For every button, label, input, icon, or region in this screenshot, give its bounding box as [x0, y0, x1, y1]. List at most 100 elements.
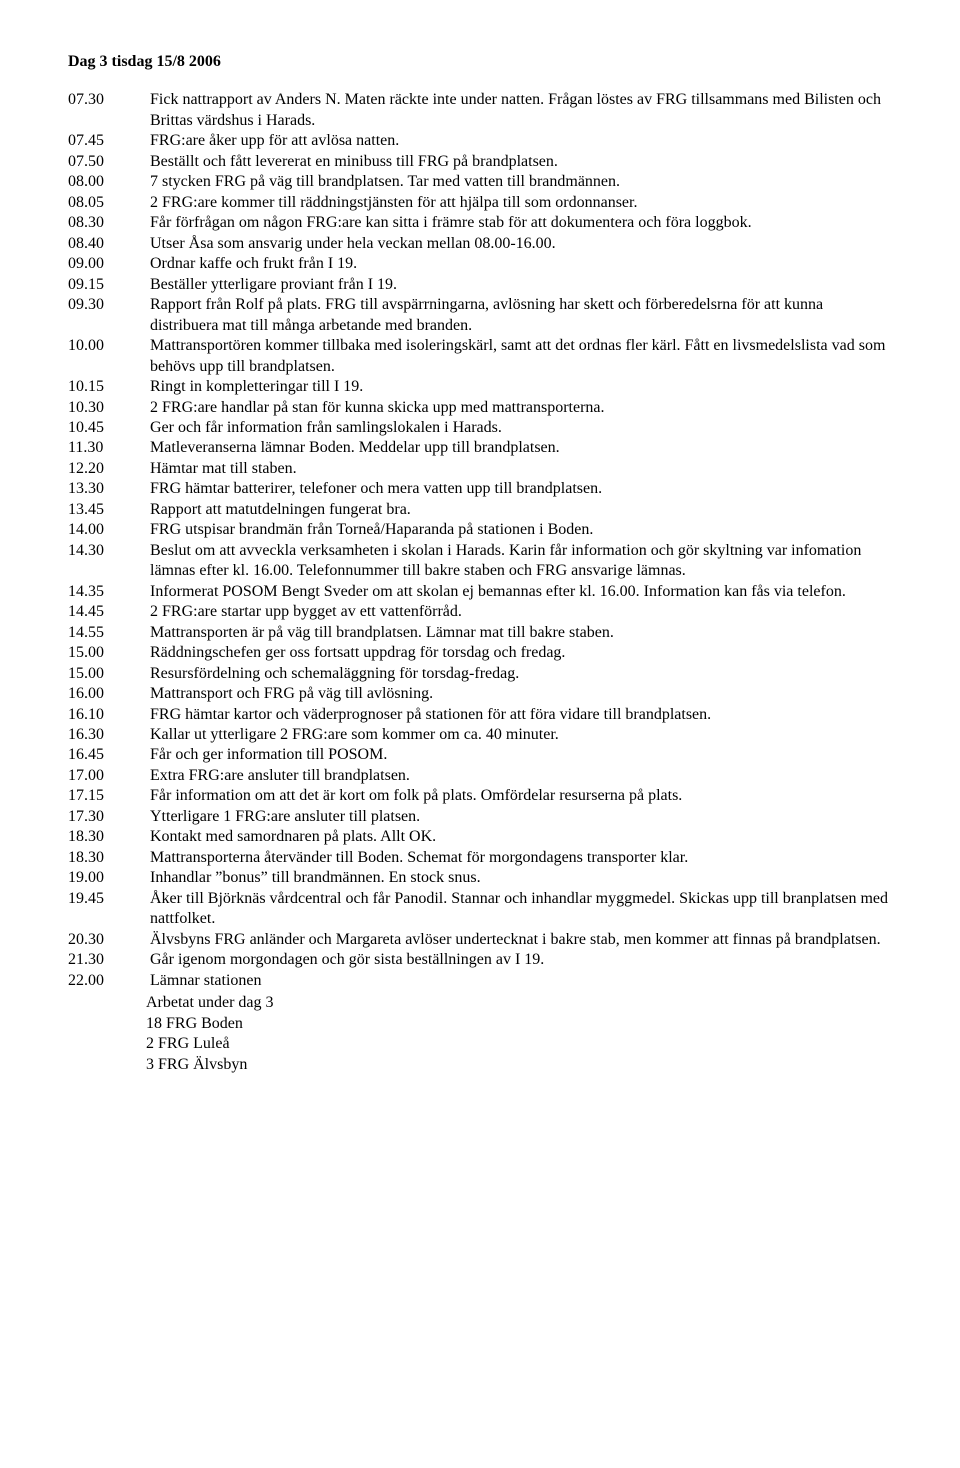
footer-line: 18 FRG Boden — [68, 1014, 892, 1034]
entry-text: Fick nattrapport av Anders N. Maten räck… — [150, 90, 892, 131]
log-entry: 09.15Beställer ytterligare proviant från… — [68, 275, 892, 295]
entry-time: 09.30 — [68, 295, 150, 315]
log-entry: 22.00Lämnar stationen — [68, 971, 892, 991]
log-entry: 14.00FRG utspisar brandmän från Torneå/H… — [68, 520, 892, 540]
entry-text: FRG hämtar batterirer, telefoner och mer… — [150, 479, 892, 499]
footer-heading: Arbetat under dag 3 — [68, 993, 892, 1013]
entry-time: 12.20 — [68, 459, 150, 479]
entry-text: Matleveranserna lämnar Boden. Meddelar u… — [150, 438, 892, 458]
entry-time: 07.50 — [68, 152, 150, 172]
entry-time: 16.00 — [68, 684, 150, 704]
entry-text: Får och ger information till POSOM. — [150, 745, 892, 765]
entry-time: 17.00 — [68, 766, 150, 786]
entry-text: Inhandlar ”bonus” till brandmännen. En s… — [150, 868, 892, 888]
log-entry: 12.20Hämtar mat till staben. — [68, 459, 892, 479]
entry-time: 17.30 — [68, 807, 150, 827]
log-entry: 14.35Informerat POSOM Bengt Sveder om at… — [68, 582, 892, 602]
entry-time: 14.00 — [68, 520, 150, 540]
log-entry: 08.40Utser Åsa som ansvarig under hela v… — [68, 234, 892, 254]
entry-time: 18.30 — [68, 827, 150, 847]
entry-time: 16.10 — [68, 705, 150, 725]
entry-time: 10.45 — [68, 418, 150, 438]
entry-text: Får information om att det är kort om fo… — [150, 786, 892, 806]
entry-time: 20.30 — [68, 930, 150, 950]
entry-time: 16.30 — [68, 725, 150, 745]
log-entry: 10.302 FRG:are handlar på stan för kunna… — [68, 398, 892, 418]
entry-text: 2 FRG:are kommer till räddningstjänsten … — [150, 193, 892, 213]
entry-time: 14.30 — [68, 541, 150, 561]
entry-text: Lämnar stationen — [150, 971, 892, 991]
entry-time: 14.55 — [68, 623, 150, 643]
log-entry: 17.00Extra FRG:are ansluter till brandpl… — [68, 766, 892, 786]
log-entry: 14.55Mattransporten är på väg till brand… — [68, 623, 892, 643]
entry-text: Extra FRG:are ansluter till brandplatsen… — [150, 766, 892, 786]
log-entry: 16.10FRG hämtar kartor och väderprognose… — [68, 705, 892, 725]
entry-time: 14.45 — [68, 602, 150, 622]
log-entry: 07.30Fick nattrapport av Anders N. Maten… — [68, 90, 892, 131]
log-entry: 15.00Resursfördelning och schemaläggning… — [68, 664, 892, 684]
entry-text: Mattransporten är på väg till brandplats… — [150, 623, 892, 643]
log-entry: 17.15Får information om att det är kort … — [68, 786, 892, 806]
entry-text: Beslut om att avveckla verksamheten i sk… — [150, 541, 892, 582]
log-entry: 11.30Matleveranserna lämnar Boden. Medde… — [68, 438, 892, 458]
entry-text: Beställt och fått levererat en minibuss … — [150, 152, 892, 172]
entry-time: 19.00 — [68, 868, 150, 888]
entry-time: 08.00 — [68, 172, 150, 192]
entry-time: 07.30 — [68, 90, 150, 110]
entry-text: Resursfördelning och schemaläggning för … — [150, 664, 892, 684]
log-entry: 14.30Beslut om att avveckla verksamheten… — [68, 541, 892, 582]
entry-time: 09.00 — [68, 254, 150, 274]
entry-text: Ringt in kompletteringar till I 19. — [150, 377, 892, 397]
footer-line: 2 FRG Luleå — [68, 1034, 892, 1054]
entry-time: 08.40 — [68, 234, 150, 254]
entry-text: FRG:are åker upp för att avlösa natten. — [150, 131, 892, 151]
entry-time: 15.00 — [68, 643, 150, 663]
entry-text: Älvsbyns FRG anländer och Margareta avlö… — [150, 930, 892, 950]
entry-text: Ytterligare 1 FRG:are ansluter till plat… — [150, 807, 892, 827]
entry-text: Ordnar kaffe och frukt från I 19. — [150, 254, 892, 274]
log-entry: 13.45Rapport att matutdelningen fungerat… — [68, 500, 892, 520]
page-title: Dag 3 tisdag 15/8 2006 — [68, 52, 892, 72]
entry-time: 16.45 — [68, 745, 150, 765]
entry-text: Kontakt med samordnaren på plats. Allt O… — [150, 827, 892, 847]
entry-time: 13.30 — [68, 479, 150, 499]
log-entry: 18.30Mattransporterna återvänder till Bo… — [68, 848, 892, 868]
entry-text: Hämtar mat till staben. — [150, 459, 892, 479]
entry-text: Räddningschefen ger oss fortsatt uppdrag… — [150, 643, 892, 663]
log-entry: 09.30Rapport från Rolf på plats. FRG til… — [68, 295, 892, 336]
log-entry: 10.00Mattransportören kommer tillbaka me… — [68, 336, 892, 377]
entry-time: 13.45 — [68, 500, 150, 520]
entry-time: 09.15 — [68, 275, 150, 295]
entry-text: Går igenom morgondagen och gör sista bes… — [150, 950, 892, 970]
log-entry: 14.452 FRG:are startar upp bygget av ett… — [68, 602, 892, 622]
entry-time: 21.30 — [68, 950, 150, 970]
entry-text: Åker till Björknäs vårdcentral och får P… — [150, 889, 892, 930]
entry-time: 19.45 — [68, 889, 150, 909]
entry-text: Kallar ut ytterligare 2 FRG:are som komm… — [150, 725, 892, 745]
entry-time: 17.15 — [68, 786, 150, 806]
entry-time: 07.45 — [68, 131, 150, 151]
log-entry: 09.00Ordnar kaffe och frukt från I 19. — [68, 254, 892, 274]
entry-text: Rapport att matutdelningen fungerat bra. — [150, 500, 892, 520]
entry-text: Rapport från Rolf på plats. FRG till avs… — [150, 295, 892, 336]
entry-text: Mattransportören kommer tillbaka med iso… — [150, 336, 892, 377]
entry-text: Ger och får information från samlingslok… — [150, 418, 892, 438]
entry-text: FRG utspisar brandmän från Torneå/Hapara… — [150, 520, 892, 540]
log-entry: 16.00Mattransport och FRG på väg till av… — [68, 684, 892, 704]
log-entry: 19.00Inhandlar ”bonus” till brandmännen.… — [68, 868, 892, 888]
entry-time: 10.30 — [68, 398, 150, 418]
log-entry: 16.45Får och ger information till POSOM. — [68, 745, 892, 765]
entry-text: 7 stycken FRG på väg till brandplatsen. … — [150, 172, 892, 192]
footer-lines: 18 FRG Boden2 FRG Luleå3 FRG Älvsbyn — [68, 1014, 892, 1075]
entry-time: 08.30 — [68, 213, 150, 233]
log-entry: 13.30FRG hämtar batterirer, telefoner oc… — [68, 479, 892, 499]
entry-time: 22.00 — [68, 971, 150, 991]
entry-text: Får förfrågan om någon FRG:are kan sitta… — [150, 213, 892, 233]
log-entry: 21.30Går igenom morgondagen och gör sist… — [68, 950, 892, 970]
entry-time: 08.05 — [68, 193, 150, 213]
entry-text: 2 FRG:are startar upp bygget av ett vatt… — [150, 602, 892, 622]
log-entry: 16.30Kallar ut ytterligare 2 FRG:are som… — [68, 725, 892, 745]
log-entry: 10.15Ringt in kompletteringar till I 19. — [68, 377, 892, 397]
log-entry: 18.30Kontakt med samordnaren på plats. A… — [68, 827, 892, 847]
log-entry: 19.45Åker till Björknäs vårdcentral och … — [68, 889, 892, 930]
